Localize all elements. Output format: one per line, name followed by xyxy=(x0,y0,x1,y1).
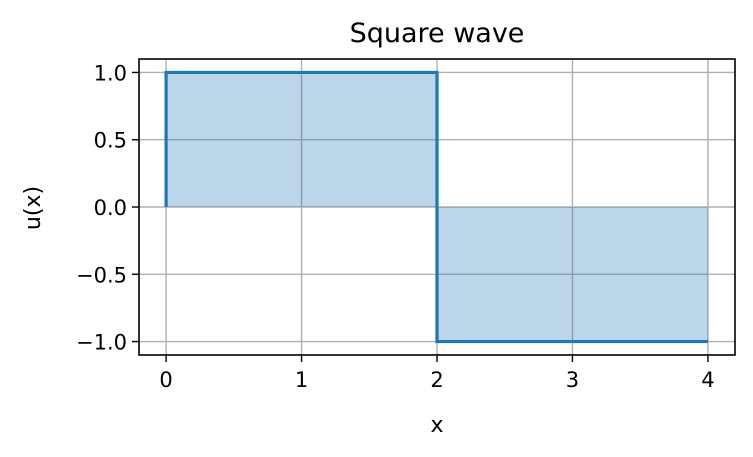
x-axis-label: x xyxy=(430,413,443,438)
x-tick-label: 4 xyxy=(701,368,714,392)
x-tick-label: 0 xyxy=(159,368,172,392)
x-axis-ticks: 0 1 2 3 4 xyxy=(159,355,715,392)
y-tick-label: −0.5 xyxy=(76,263,127,287)
y-axis-ticks: 1.0 0.5 0.0 −0.5 −1.0 xyxy=(76,61,139,355)
series-line xyxy=(164,70,708,344)
y-tick-label: −1.0 xyxy=(76,331,127,355)
chart-title: Square wave xyxy=(350,18,525,49)
y-axis-label: u(x) xyxy=(21,186,46,230)
y-tick-label: 0.5 xyxy=(94,129,127,153)
series-polyline xyxy=(164,70,708,344)
x-tick-label: 2 xyxy=(430,368,443,392)
y-tick-label: 0.0 xyxy=(94,196,127,220)
x-tick-label: 3 xyxy=(566,368,579,392)
x-tick-label: 1 xyxy=(295,368,308,392)
y-tick-label: 1.0 xyxy=(94,61,127,85)
